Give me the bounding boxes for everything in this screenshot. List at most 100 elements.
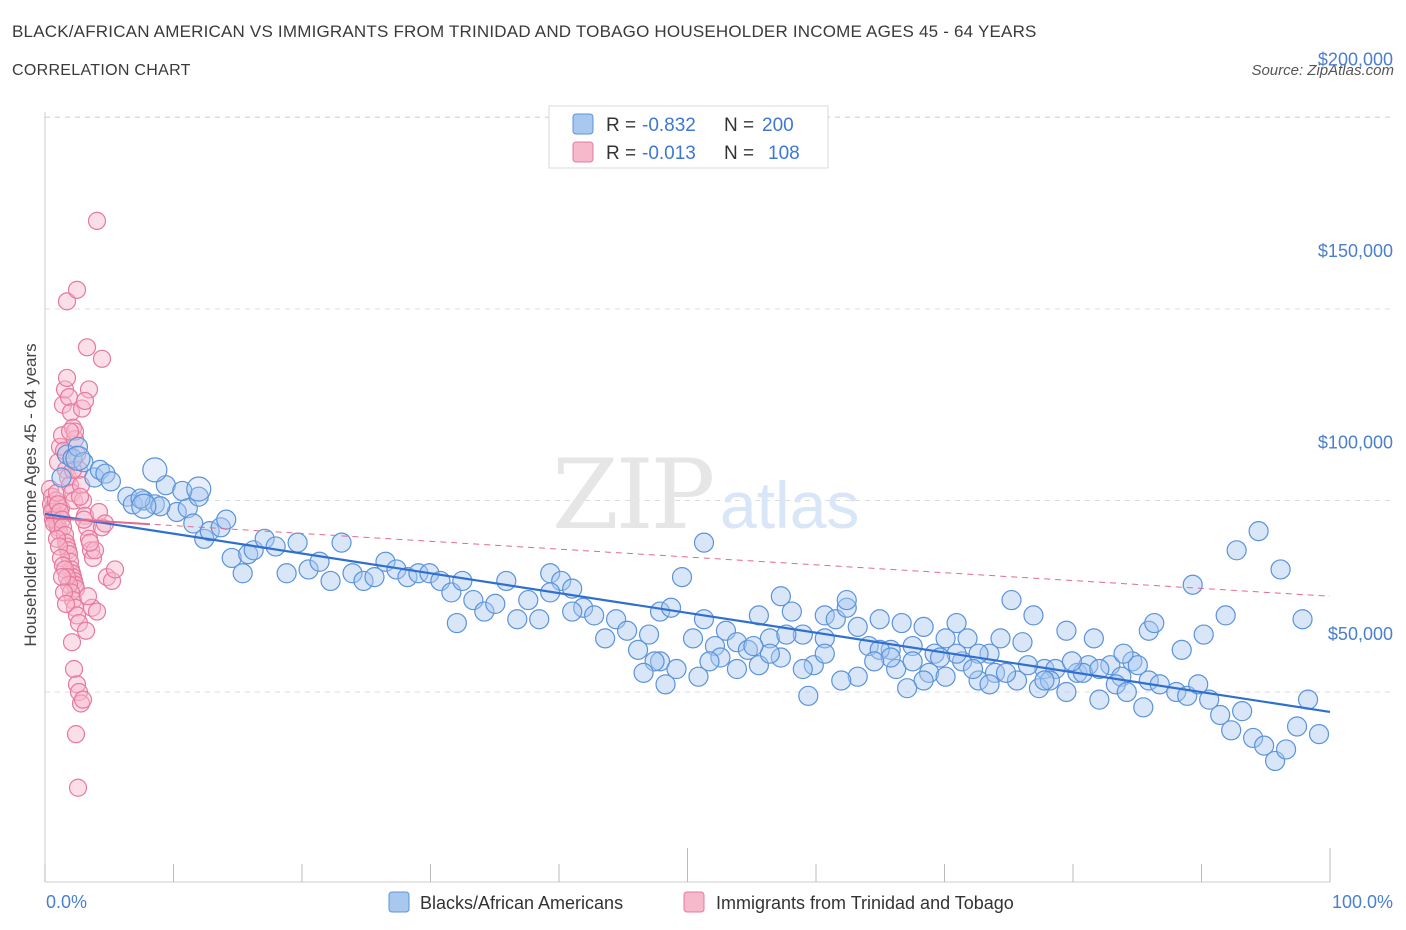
- data-point-blue: [688, 666, 709, 687]
- data-point-blue: [446, 612, 467, 634]
- data-point-blue: [51, 467, 72, 488]
- data-point-blue: [584, 605, 605, 626]
- data-point-blue: [990, 628, 1011, 649]
- series-immigrants-trinidad-tobago: [40, 211, 125, 797]
- trend-lines: [44, 512, 1331, 714]
- data-point-blue: [397, 566, 418, 588]
- data-point-blue: [660, 597, 682, 618]
- data-point-blue: [814, 605, 835, 626]
- data-point-pink: [76, 621, 96, 640]
- data-point-blue: [1254, 735, 1275, 756]
- data-point-pink: [77, 338, 97, 357]
- y-tick-labels: $50,000 $100,000 $150,000 $200,000: [1318, 50, 1393, 645]
- legend-pink-r-label: R =: [606, 143, 636, 164]
- data-point-pink: [52, 567, 72, 587]
- data-point-blue: [1275, 739, 1297, 760]
- legend-pink-n-label: N =: [724, 143, 754, 164]
- data-point-blue: [518, 589, 539, 611]
- data-point-pink: [92, 349, 112, 368]
- data-point-blue: [962, 658, 984, 680]
- data-point-blue: [507, 609, 528, 630]
- data-point-blue: [638, 624, 660, 645]
- data-point-blue: [1210, 704, 1231, 726]
- trend-line-pink-solid: [45, 516, 151, 526]
- data-point-blue: [65, 445, 91, 471]
- data-point-blue: [1089, 689, 1110, 710]
- data-point-blue: [1182, 574, 1203, 595]
- data-point-blue: [726, 632, 748, 653]
- data-point-blue: [131, 493, 157, 519]
- data-point-blue: [1248, 521, 1269, 542]
- data-point-pink: [65, 422, 85, 441]
- data-point-blue: [183, 513, 204, 534]
- y-tick-label: $200,000: [1318, 50, 1393, 70]
- data-point-blue: [946, 612, 967, 634]
- data-point-blue: [913, 616, 934, 637]
- data-point-blue: [814, 643, 835, 664]
- data-point-blue: [935, 628, 956, 649]
- data-point-blue: [886, 658, 907, 680]
- data-point-blue: [529, 609, 550, 630]
- data-point-blue: [1292, 609, 1313, 630]
- legend-blue-n-label: N =: [724, 115, 754, 136]
- watermark: ZIP atlas: [552, 439, 859, 551]
- data-point-blue: [364, 566, 385, 588]
- data-point-blue: [649, 601, 671, 622]
- data-point-blue: [276, 563, 297, 584]
- data-point-blue: [1061, 651, 1083, 672]
- data-point-pink: [79, 380, 99, 399]
- chart-subtitle: CORRELATION CHART: [12, 62, 191, 79]
- data-point-pink: [68, 778, 88, 797]
- axes: [44, 112, 1331, 883]
- data-point-blue: [627, 639, 649, 660]
- data-point-pink: [66, 725, 86, 744]
- data-point-blue: [73, 452, 94, 473]
- series-legend-label-pink: Immigrants from Trinidad and Tobago: [716, 893, 1014, 913]
- legend-blue-n-value: 200: [762, 115, 794, 136]
- data-point-blue: [62, 448, 83, 469]
- data-point-blue: [1193, 624, 1214, 645]
- data-point-blue: [704, 635, 726, 657]
- data-point-blue: [737, 639, 759, 660]
- data-point-blue: [1006, 670, 1028, 691]
- data-point-blue: [331, 532, 352, 553]
- data-point-blue: [199, 521, 220, 542]
- data-point-pink: [49, 537, 69, 556]
- data-point-blue: [142, 457, 168, 483]
- y-tick-label: $50,000: [1328, 624, 1393, 644]
- data-point-pink: [57, 567, 77, 587]
- data-point-blue: [1286, 716, 1308, 737]
- data-point-blue: [979, 674, 1000, 695]
- legend-swatch-pink: [572, 141, 594, 163]
- data-point-pink: [69, 613, 89, 633]
- data-point-blue: [1127, 655, 1148, 676]
- source-credit: Source: ZipAtlas.com: [1251, 62, 1394, 79]
- data-point-blue: [562, 601, 583, 622]
- data-point-blue: [320, 570, 341, 592]
- data-point-blue: [935, 666, 956, 687]
- data-point-pink: [51, 548, 71, 568]
- data-point-blue: [1243, 727, 1264, 749]
- data-point-pink: [75, 391, 95, 411]
- data-point-pink: [67, 280, 87, 299]
- legend-pink-r-value: -0.013: [642, 143, 696, 164]
- series-legend-swatch-pink: [683, 891, 705, 913]
- data-point-blue: [671, 566, 693, 588]
- data-point-blue: [781, 601, 802, 622]
- data-point-blue: [633, 662, 654, 683]
- data-point-blue: [353, 570, 374, 592]
- watermark-zip: ZIP: [552, 439, 713, 551]
- data-point-pink: [70, 487, 90, 506]
- data-point-blue: [616, 620, 638, 641]
- data-point-blue: [496, 570, 517, 592]
- data-point-blue: [100, 471, 121, 492]
- data-point-blue: [902, 651, 923, 672]
- data-point-blue: [1056, 620, 1077, 641]
- data-point-blue: [836, 589, 857, 611]
- data-point-blue: [693, 609, 715, 630]
- data-point-pink: [61, 583, 81, 602]
- data-point-pink: [73, 690, 93, 709]
- data-point-blue: [682, 628, 704, 649]
- data-point-pink: [57, 368, 77, 388]
- data-point-pink: [57, 292, 77, 311]
